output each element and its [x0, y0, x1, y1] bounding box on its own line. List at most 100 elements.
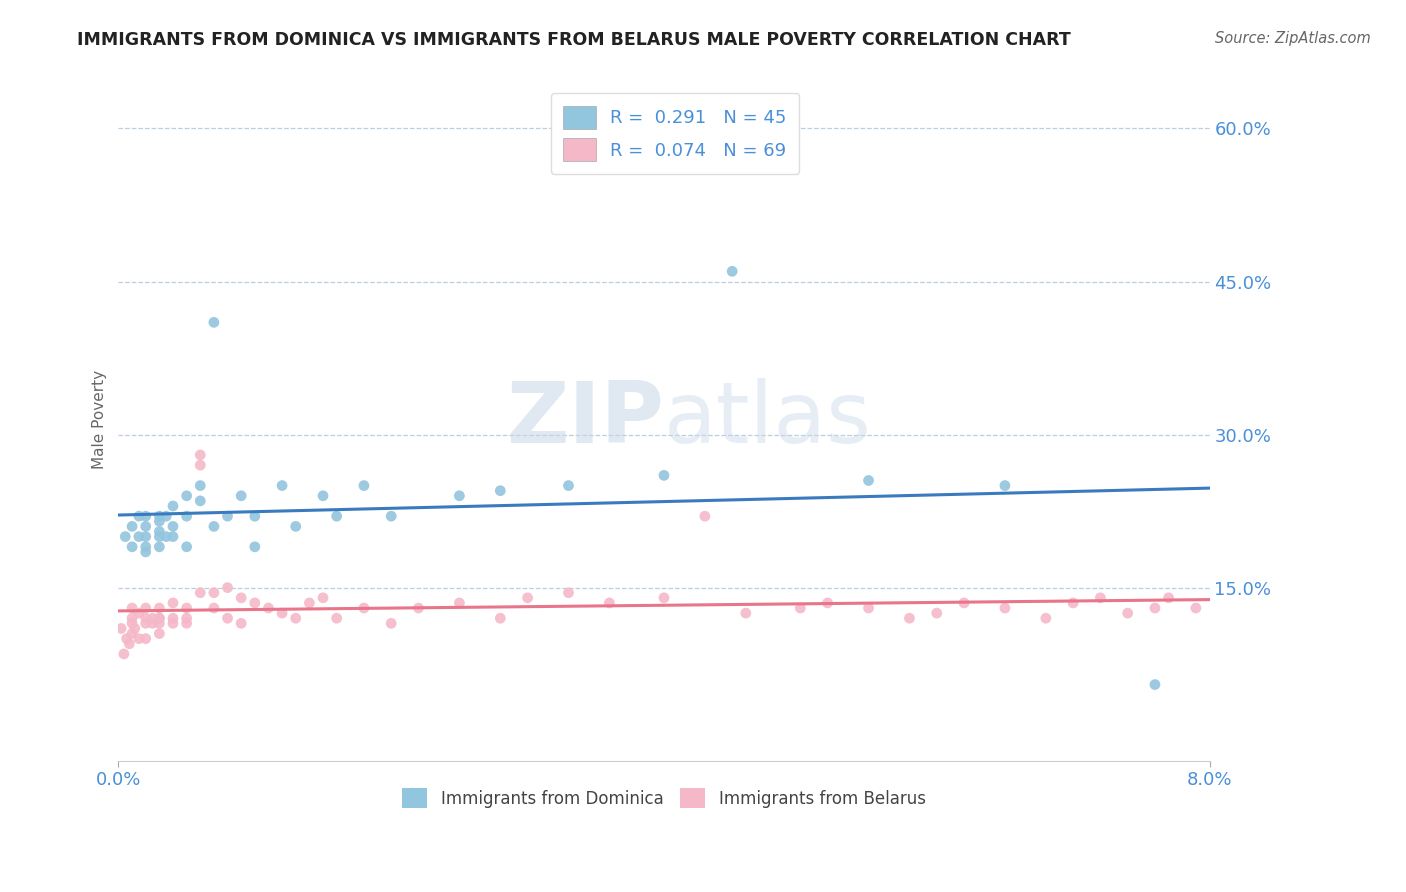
Point [141, 616, 163, 631]
Point [135, 509, 157, 524]
Point [231, 616, 253, 631]
Point [176, 601, 198, 615]
Point [155, 509, 177, 524]
Point [994, 601, 1017, 615]
Point [124, 622, 146, 636]
Point [449, 596, 471, 610]
Point [231, 591, 253, 605]
Point [817, 596, 839, 610]
Point [162, 611, 184, 625]
Point [135, 632, 157, 646]
Point [202, 315, 225, 329]
Point [135, 616, 157, 631]
Point [202, 519, 225, 533]
Point [128, 606, 150, 620]
Point [325, 611, 347, 625]
Point [135, 601, 157, 615]
Point [128, 509, 150, 524]
Point [489, 611, 512, 625]
Point [188, 585, 211, 599]
Point [380, 616, 402, 631]
Point [693, 509, 716, 524]
Point [188, 494, 211, 508]
Point [135, 611, 157, 625]
Point [380, 509, 402, 524]
Point [858, 601, 880, 615]
Point [148, 514, 170, 528]
Point [1143, 677, 1166, 691]
Point [789, 601, 811, 615]
Point [1035, 611, 1057, 625]
Point [155, 530, 177, 544]
Point [176, 489, 198, 503]
Point [188, 448, 211, 462]
Text: Source: ZipAtlas.com: Source: ZipAtlas.com [1215, 31, 1371, 46]
Point [162, 616, 184, 631]
Point [284, 611, 307, 625]
Point [118, 637, 141, 651]
Point [121, 616, 143, 631]
Point [162, 519, 184, 533]
Point [243, 540, 266, 554]
Point [135, 540, 157, 554]
Point [202, 585, 225, 599]
Point [257, 601, 280, 615]
Point [128, 632, 150, 646]
Point [188, 478, 211, 492]
Point [128, 530, 150, 544]
Point [202, 601, 225, 615]
Point [1090, 591, 1112, 605]
Point [271, 478, 294, 492]
Point [408, 601, 430, 615]
Point [162, 530, 184, 544]
Point [162, 499, 184, 513]
Point [112, 647, 135, 661]
Point [353, 601, 375, 615]
Point [148, 530, 170, 544]
Point [557, 478, 579, 492]
Point [135, 530, 157, 544]
Point [1185, 601, 1208, 615]
Point [148, 616, 170, 631]
Point [312, 591, 335, 605]
Text: ZIP: ZIP [506, 377, 664, 461]
Point [1062, 596, 1084, 610]
Point [121, 611, 143, 625]
Point [148, 524, 170, 539]
Point [298, 596, 321, 610]
Point [489, 483, 512, 498]
Point [176, 611, 198, 625]
Point [652, 591, 675, 605]
Point [115, 632, 138, 646]
Point [925, 606, 948, 620]
Point [598, 596, 620, 610]
Point [110, 622, 132, 636]
Point [148, 601, 170, 615]
Point [271, 606, 294, 620]
Point [141, 611, 163, 625]
Point [898, 611, 921, 625]
Text: IMMIGRANTS FROM DOMINICA VS IMMIGRANTS FROM BELARUS MALE POVERTY CORRELATION CHA: IMMIGRANTS FROM DOMINICA VS IMMIGRANTS F… [77, 31, 1071, 49]
Point [557, 585, 579, 599]
Point [217, 611, 239, 625]
Point [148, 540, 170, 554]
Point [217, 509, 239, 524]
Point [1157, 591, 1180, 605]
Point [148, 611, 170, 625]
Point [994, 478, 1017, 492]
Text: atlas: atlas [664, 377, 872, 461]
Point [721, 264, 744, 278]
Point [734, 606, 756, 620]
Point [188, 458, 211, 472]
Point [516, 591, 538, 605]
Y-axis label: Male Poverty: Male Poverty [93, 369, 107, 469]
Legend: Immigrants from Dominica, Immigrants from Belarus: Immigrants from Dominica, Immigrants fro… [395, 781, 932, 814]
Point [353, 478, 375, 492]
Point [148, 509, 170, 524]
Point [135, 519, 157, 533]
Point [325, 509, 347, 524]
Point [148, 626, 170, 640]
Point [449, 489, 471, 503]
Point [652, 468, 675, 483]
Point [243, 509, 266, 524]
